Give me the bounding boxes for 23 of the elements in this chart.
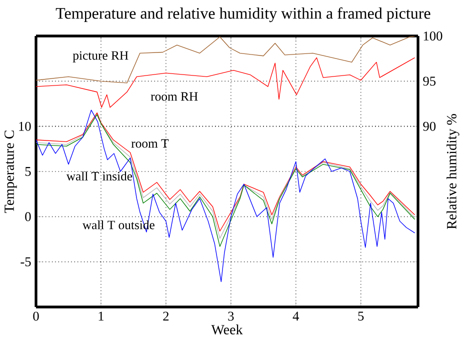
y-tick-label: 0 xyxy=(25,212,31,222)
series-label: picture RH xyxy=(72,51,128,62)
y-axis-title: Temperature C xyxy=(4,130,17,213)
chart-title: Temperature and relative humidity within a framed picture xyxy=(56,7,430,22)
series-label: room T xyxy=(131,139,169,148)
x-tick-label: 2 xyxy=(163,312,169,321)
x-tick-label: 5 xyxy=(358,312,364,321)
series-label: wall T inside xyxy=(66,172,132,180)
y2-axis-title: Relative humidity % xyxy=(446,114,460,230)
series-label: room RH xyxy=(150,92,198,101)
x-tick-label: 1 xyxy=(98,312,104,321)
line-series xyxy=(36,110,416,282)
y-tick-label: 10 xyxy=(19,122,31,131)
x-tick-label: 4 xyxy=(292,312,299,320)
y-tick-label: 5 xyxy=(25,167,31,176)
y2-tick-label: 90 xyxy=(423,122,436,131)
line-series xyxy=(36,36,416,84)
y2-tick-label: 95 xyxy=(423,76,436,86)
y2-tick-label: 100 xyxy=(424,32,442,40)
x-tick-label: 0 xyxy=(33,312,39,321)
x-axis-title: Week xyxy=(211,324,243,334)
y-tick-label: -5 xyxy=(20,257,31,266)
x-tick-label: 3 xyxy=(228,312,234,321)
